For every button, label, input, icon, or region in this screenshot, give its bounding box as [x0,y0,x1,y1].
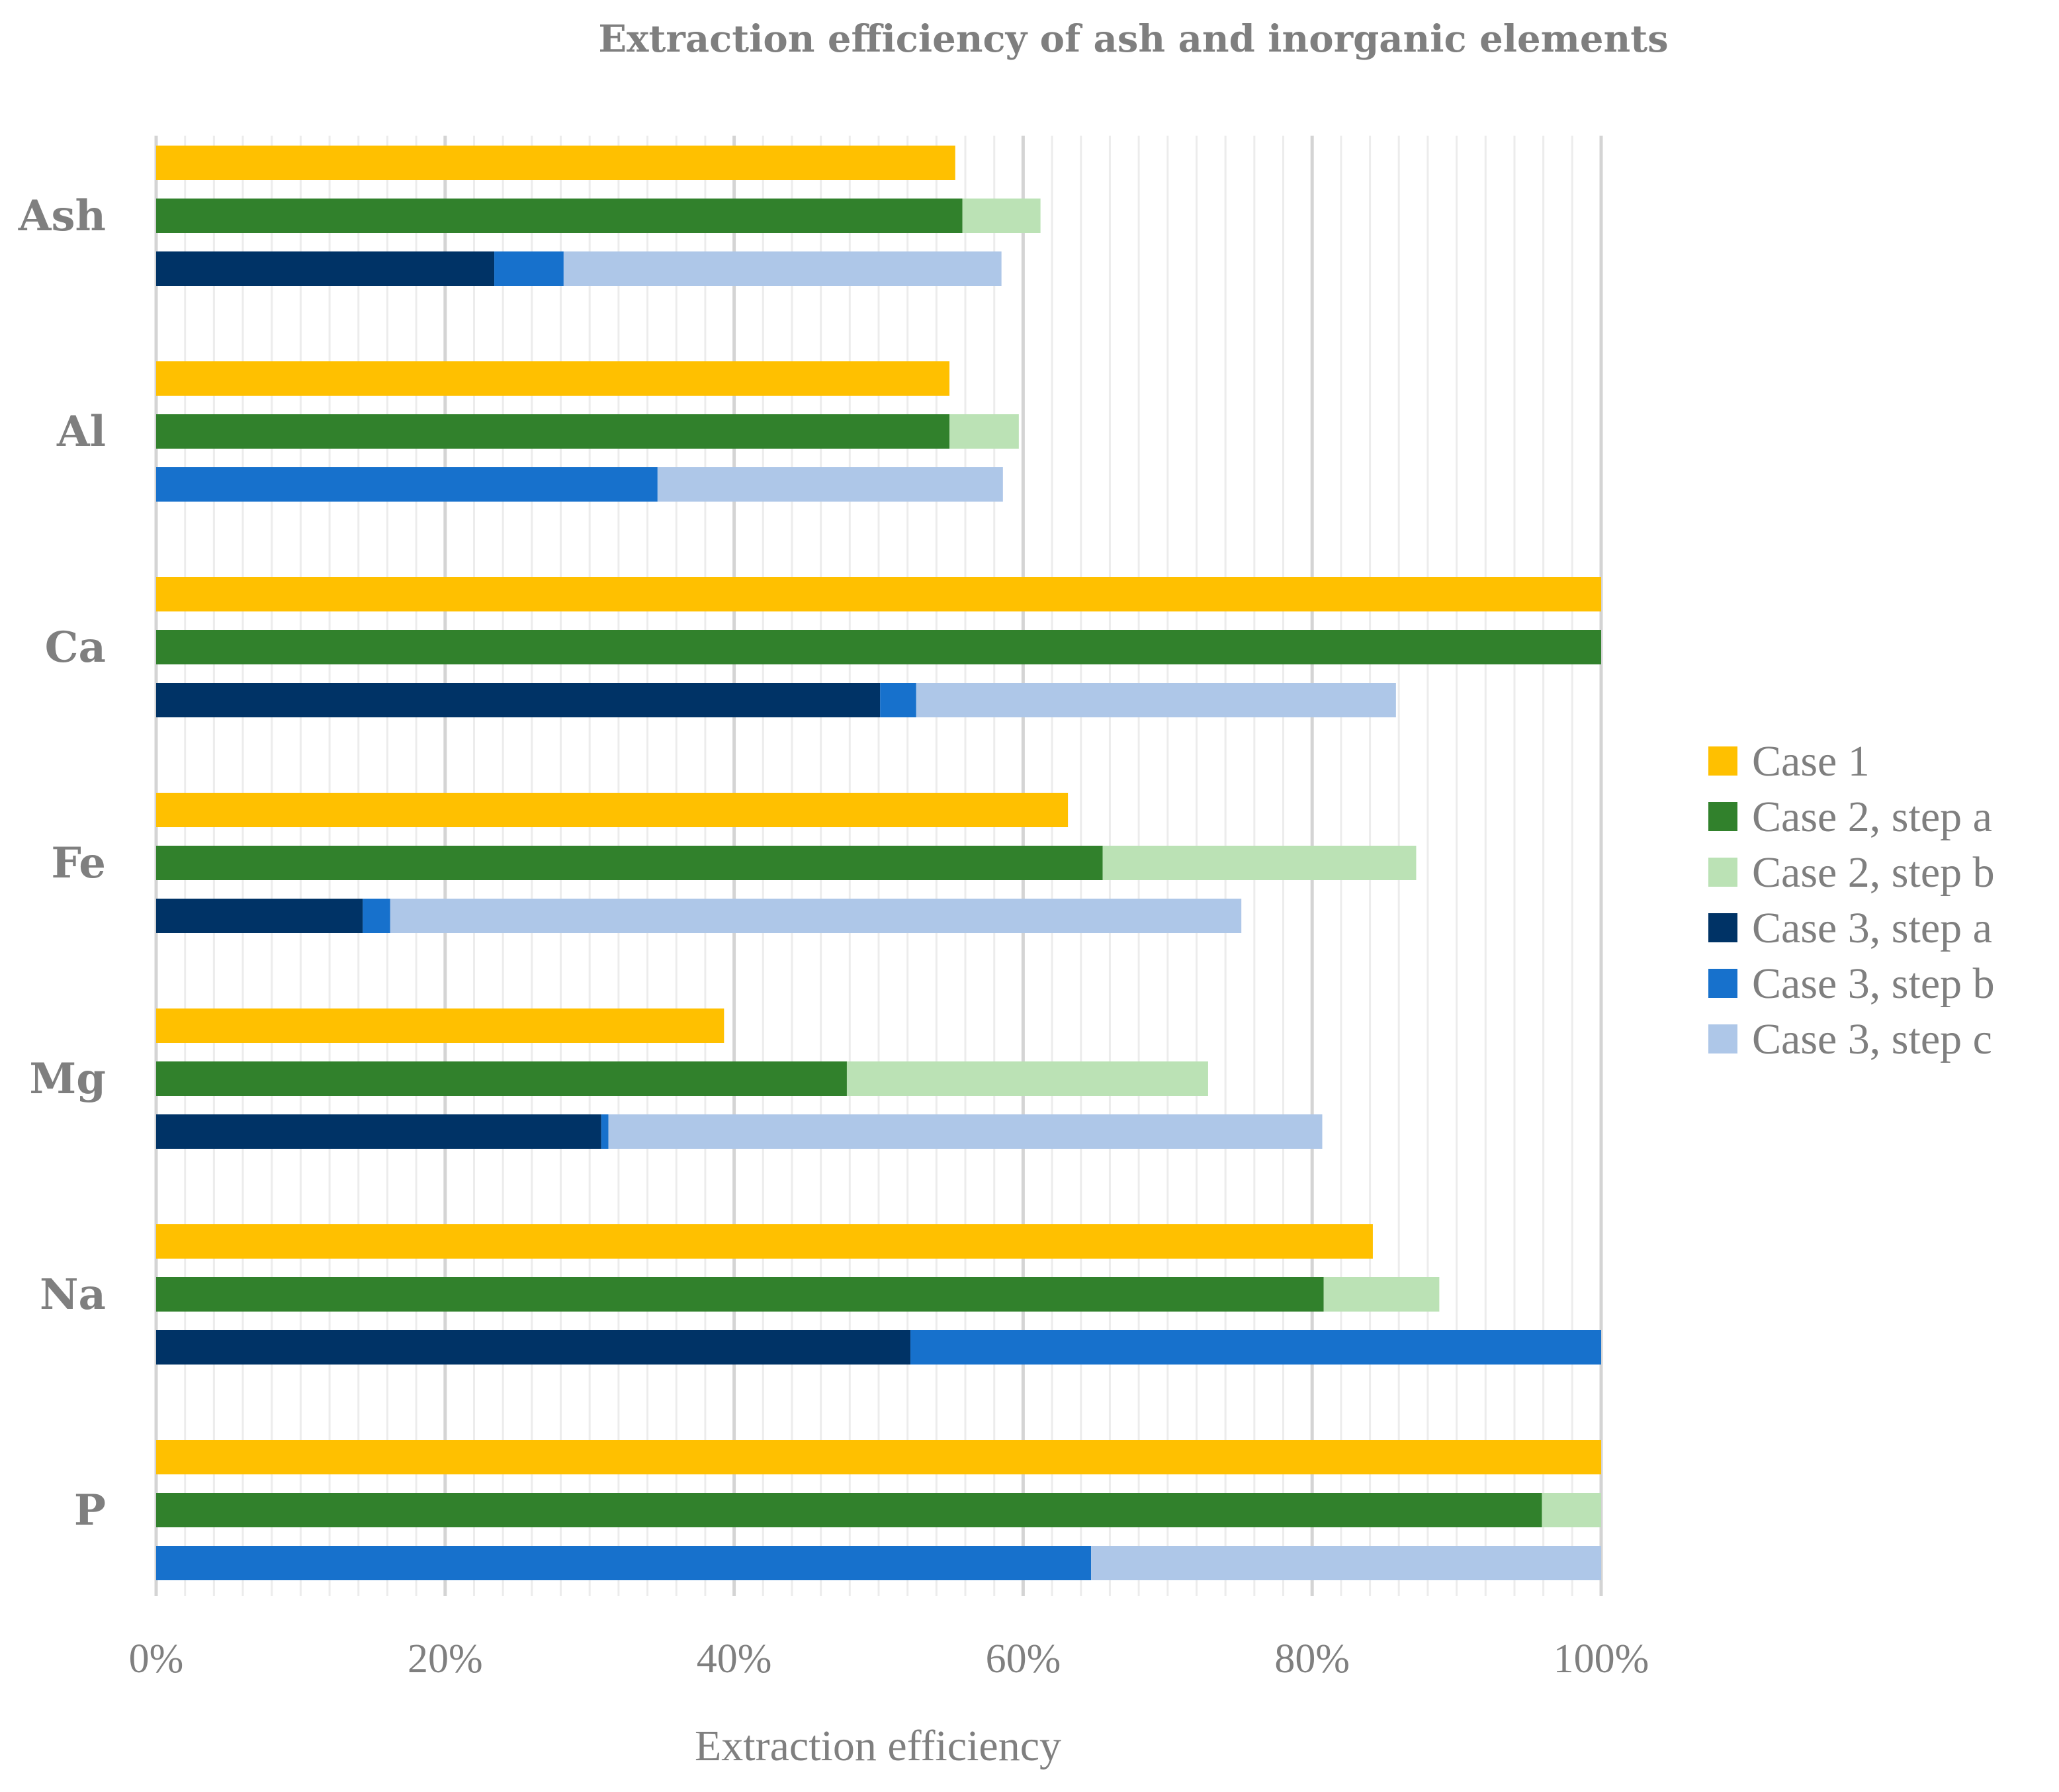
legend-swatch [1708,858,1737,887]
bar-fe-case-3-step-c [390,899,1242,933]
bar-fe-case-1 [156,793,1069,827]
bar-p-case-2-step-a [156,1493,1542,1527]
legend-label: Case 3, step b [1752,960,1995,1008]
bars [156,146,1601,1580]
legend-label: Case 2, step a [1752,793,1992,841]
bar-ca-case-3-step-a [156,683,881,717]
legend-label: Case 2, step b [1752,848,1995,897]
bar-al-case-3-step-c [657,467,1003,502]
category-label: Na [40,1270,106,1320]
bar-fe-case-3-step-a [156,899,363,933]
x-axis-title: Extraction efficiency [695,1722,1061,1770]
bar-p-case-3-step-b [156,1546,1092,1580]
category-label: Al [56,407,106,457]
legend-label: Case 3, step c [1752,1015,1992,1063]
x-tick-labels: 0% 20% 40% 60% 80% 100% [129,1636,1649,1681]
x-tick-label: 60% [986,1636,1061,1681]
bar-ash-case-2-step-a [156,199,963,233]
legend-swatch [1708,969,1737,998]
legend-label: Case 3, step a [1752,904,1992,952]
bar-al-case-2-step-a [156,414,950,449]
bar-ash-case-3-step-c [563,251,1002,286]
x-tick-label: 0% [129,1636,184,1681]
bar-p-case-1 [156,1440,1601,1474]
x-tick-label: 80% [1274,1636,1350,1681]
bar-fe-case-2-step-a [156,846,1103,880]
legend-swatch [1708,913,1737,942]
bar-na-case-2-step-a [156,1277,1324,1312]
bar-ash-case-3-step-a [156,251,495,286]
bar-mg-case-2-step-a [156,1061,847,1096]
category-labels: Ash Al Ca Fe Mg Na P [18,191,106,1535]
bar-al-case-2-step-b [949,414,1019,449]
bar-na-case-1 [156,1224,1373,1259]
bar-mg-case-1 [156,1008,724,1043]
bar-ca-case-2-step-a [156,630,1601,664]
category-label: Ca [45,623,106,672]
legend-swatch [1708,746,1737,776]
category-label: Ash [18,191,106,241]
bar-mg-case-2-step-b [846,1061,1208,1096]
bar-ca-case-3-step-c [916,683,1396,717]
x-tick-label: 20% [408,1636,483,1681]
bar-mg-case-3-step-a [156,1114,601,1149]
bar-mg-case-3-step-c [608,1114,1323,1149]
bar-ash-case-1 [156,146,955,180]
bar-al-case-3-step-b [156,467,658,502]
bar-mg-case-3-step-b [601,1114,609,1149]
bar-na-case-2-step-b [1323,1277,1440,1312]
legend-swatch [1708,802,1737,831]
bar-p-case-3-step-c [1091,1546,1601,1580]
bar-ca-case-3-step-b [880,683,916,717]
legend: Case 1 Case 2, step a Case 2, step b Case 3… [1708,737,1995,1063]
bar-fe-case-3-step-b [363,899,390,933]
bar-al-case-1 [156,361,950,396]
x-tick-label: 40% [697,1636,772,1681]
bar-ash-case-2-step-b [962,199,1041,233]
x-tick-label: 100% [1554,1636,1649,1681]
legend-label: Case 1 [1752,737,1870,785]
chart-title: Extraction efficiency of ash and inorgan… [598,17,1668,61]
category-label: Mg [29,1054,106,1104]
bar-na-case-3-step-a [156,1330,911,1365]
bar-na-case-3-step-b [910,1330,1601,1365]
category-label: Fe [51,838,106,888]
bar-fe-case-2-step-b [1102,846,1417,880]
bar-ash-case-3-step-b [494,251,564,286]
bar-ca-case-1 [156,577,1601,611]
category-label: P [74,1486,106,1535]
legend-swatch [1708,1024,1737,1053]
bar-p-case-2-step-b [1542,1493,1601,1527]
